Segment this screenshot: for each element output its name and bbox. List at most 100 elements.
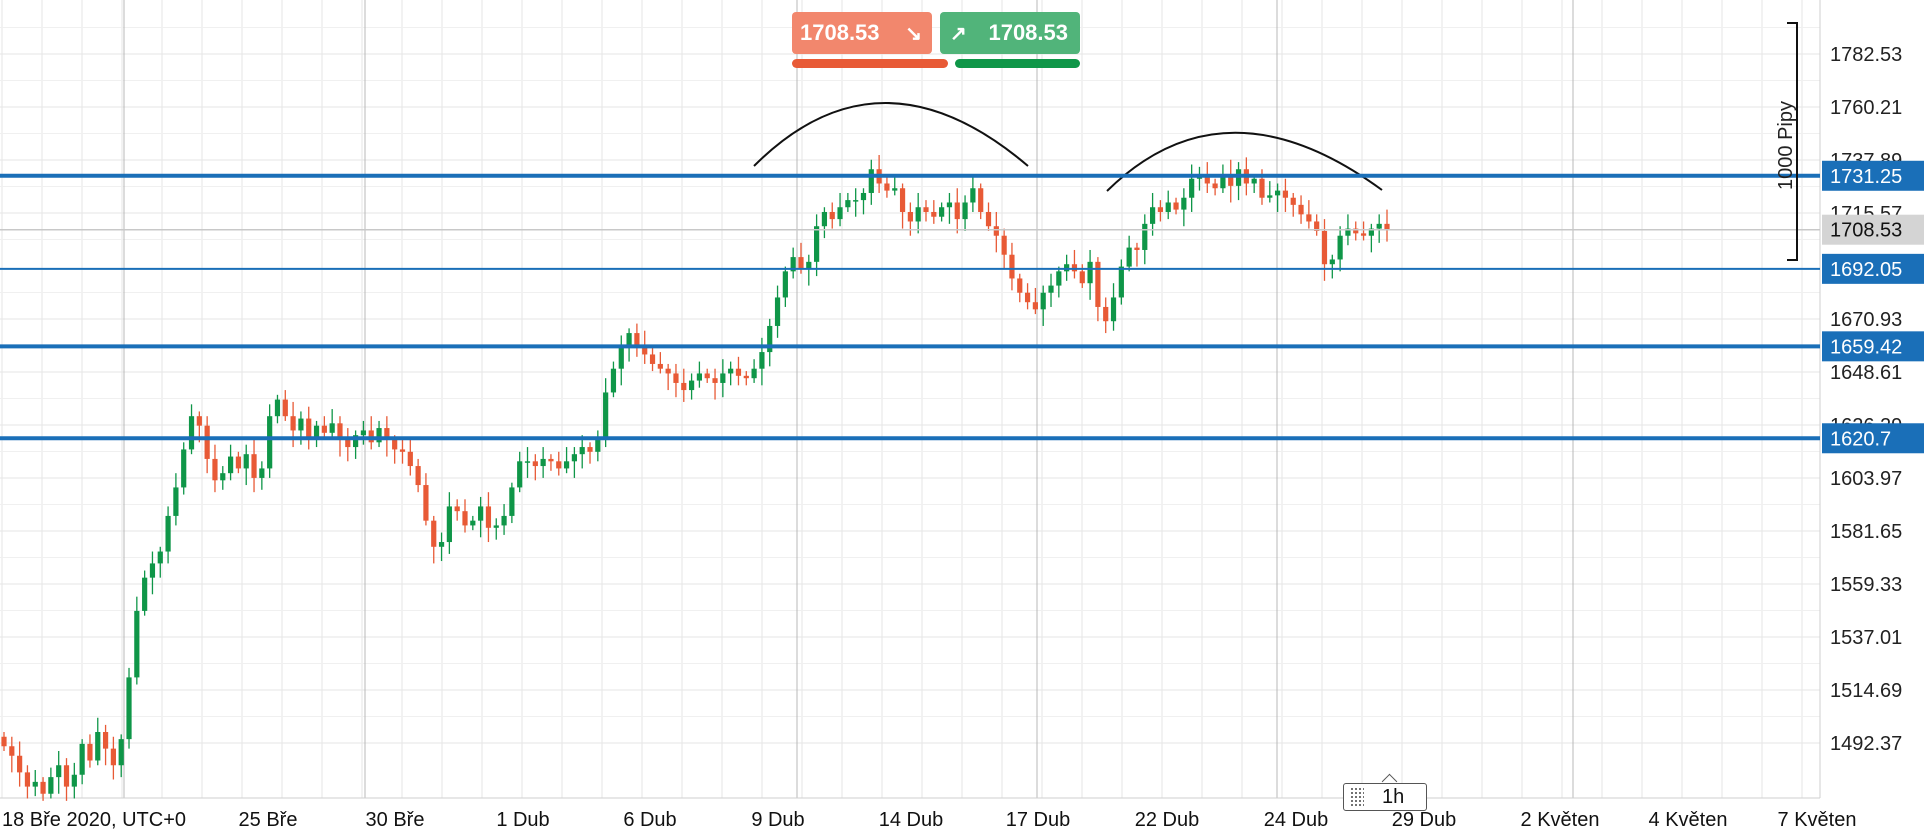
level-tag bbox=[1822, 331, 1924, 362]
candle-body bbox=[845, 200, 851, 208]
candle-up bbox=[1196, 166, 1203, 191]
candle-down bbox=[235, 451, 242, 474]
candle-body bbox=[274, 399, 281, 417]
candle-body bbox=[579, 447, 585, 455]
candle-body bbox=[196, 416, 202, 426]
candle-up bbox=[165, 506, 171, 564]
candle-body bbox=[868, 169, 874, 193]
candle-body bbox=[1337, 235, 1343, 260]
x-tick-label: 2 Květen bbox=[1521, 809, 1600, 831]
candle-body bbox=[1024, 292, 1031, 303]
candle-body bbox=[1157, 207, 1164, 212]
candle-up bbox=[493, 518, 499, 540]
y-tick-label: 1648.61 bbox=[1830, 362, 1902, 384]
candle-body bbox=[1064, 264, 1070, 272]
candle-body bbox=[290, 416, 296, 431]
candle-up bbox=[728, 361, 734, 386]
candle-body bbox=[126, 677, 132, 740]
buy-price-button[interactable]: ↗ 1708.53 bbox=[940, 12, 1080, 54]
candle-body bbox=[1298, 204, 1304, 215]
candle-down bbox=[665, 363, 671, 391]
candle-body bbox=[821, 211, 828, 227]
candle-body bbox=[259, 468, 265, 478]
candle-down bbox=[985, 202, 992, 231]
candle-body bbox=[774, 297, 781, 326]
pattern-curves bbox=[753, 102, 1383, 192]
candle-body bbox=[212, 458, 218, 481]
candle-body bbox=[1017, 278, 1023, 293]
candle-body bbox=[1251, 178, 1257, 184]
candle-up bbox=[470, 515, 476, 531]
candle-up bbox=[71, 762, 77, 799]
candle-down bbox=[532, 454, 538, 481]
candle-down bbox=[1157, 200, 1164, 222]
candle-down bbox=[548, 454, 554, 471]
candle-body bbox=[87, 743, 93, 761]
candle-down bbox=[1282, 178, 1289, 212]
candle-up bbox=[501, 504, 507, 535]
candle-up bbox=[696, 361, 703, 388]
candle-body bbox=[884, 183, 890, 191]
candle-body bbox=[1048, 285, 1054, 293]
candle-body bbox=[1056, 271, 1062, 286]
candle-up bbox=[774, 285, 781, 338]
candle-body bbox=[470, 520, 476, 526]
candle-down bbox=[282, 390, 288, 421]
candle-body bbox=[548, 458, 554, 462]
timeframe-selector[interactable]: 1h bbox=[1343, 783, 1427, 811]
buy-spread-bar bbox=[955, 59, 1080, 68]
time-axis: 18 Bře 2020, UTC+0 25 Bře 30 Bře 1 Dub 6 Dub… bbox=[2, 809, 1856, 831]
candle-body bbox=[814, 226, 820, 262]
candle-up bbox=[814, 214, 820, 277]
candle-down bbox=[1032, 287, 1038, 315]
candle-up bbox=[860, 188, 867, 215]
candle-body bbox=[954, 202, 960, 220]
candle-down bbox=[1228, 159, 1234, 203]
candle-up bbox=[360, 420, 367, 445]
candle-up bbox=[767, 318, 773, 367]
candle-body bbox=[446, 506, 452, 543]
candle-up bbox=[274, 394, 281, 424]
candle-body bbox=[204, 425, 210, 459]
candle-body bbox=[634, 333, 640, 345]
candle-body bbox=[563, 461, 570, 469]
candle-down bbox=[485, 492, 492, 543]
candle-body bbox=[829, 211, 835, 220]
candle-body bbox=[1173, 202, 1179, 210]
candle-body bbox=[313, 425, 320, 438]
candle-body bbox=[1314, 221, 1320, 231]
x-tick-label: 25 Bře bbox=[239, 809, 298, 831]
candle-up bbox=[853, 188, 859, 217]
candle-body bbox=[399, 449, 406, 452]
candle-body bbox=[1220, 173, 1226, 189]
candle-up bbox=[79, 739, 85, 785]
candle-up bbox=[720, 359, 726, 398]
candle-body bbox=[454, 506, 460, 512]
drag-grip-icon[interactable] bbox=[1350, 787, 1364, 807]
candle-body bbox=[759, 352, 765, 369]
candle-body bbox=[1009, 254, 1015, 279]
candle-body bbox=[946, 202, 953, 208]
candle-down bbox=[87, 734, 93, 768]
y-tick-label: 1782.53 bbox=[1830, 44, 1902, 66]
candle-down bbox=[1360, 221, 1367, 241]
candle-body bbox=[235, 456, 242, 469]
candle-up bbox=[438, 532, 445, 562]
candle-body bbox=[79, 743, 85, 775]
candle-body bbox=[907, 211, 913, 222]
candle-up bbox=[868, 159, 874, 205]
measure-label: 1000 Pipy bbox=[1775, 101, 1797, 190]
candle-body bbox=[337, 423, 343, 440]
candle-down bbox=[899, 183, 906, 229]
candle-up bbox=[595, 430, 601, 462]
candle-body bbox=[329, 423, 335, 433]
candle-down bbox=[1384, 209, 1390, 242]
candle-down bbox=[1103, 297, 1109, 334]
y-tick-label: 1760.21 bbox=[1830, 97, 1902, 119]
candle-body bbox=[837, 207, 843, 220]
x-tick-label: 4 Květen bbox=[1649, 809, 1728, 831]
candle-body bbox=[110, 748, 116, 766]
sell-price-button[interactable]: 1708.53 ↘ bbox=[792, 12, 932, 54]
candle-body bbox=[657, 363, 663, 369]
